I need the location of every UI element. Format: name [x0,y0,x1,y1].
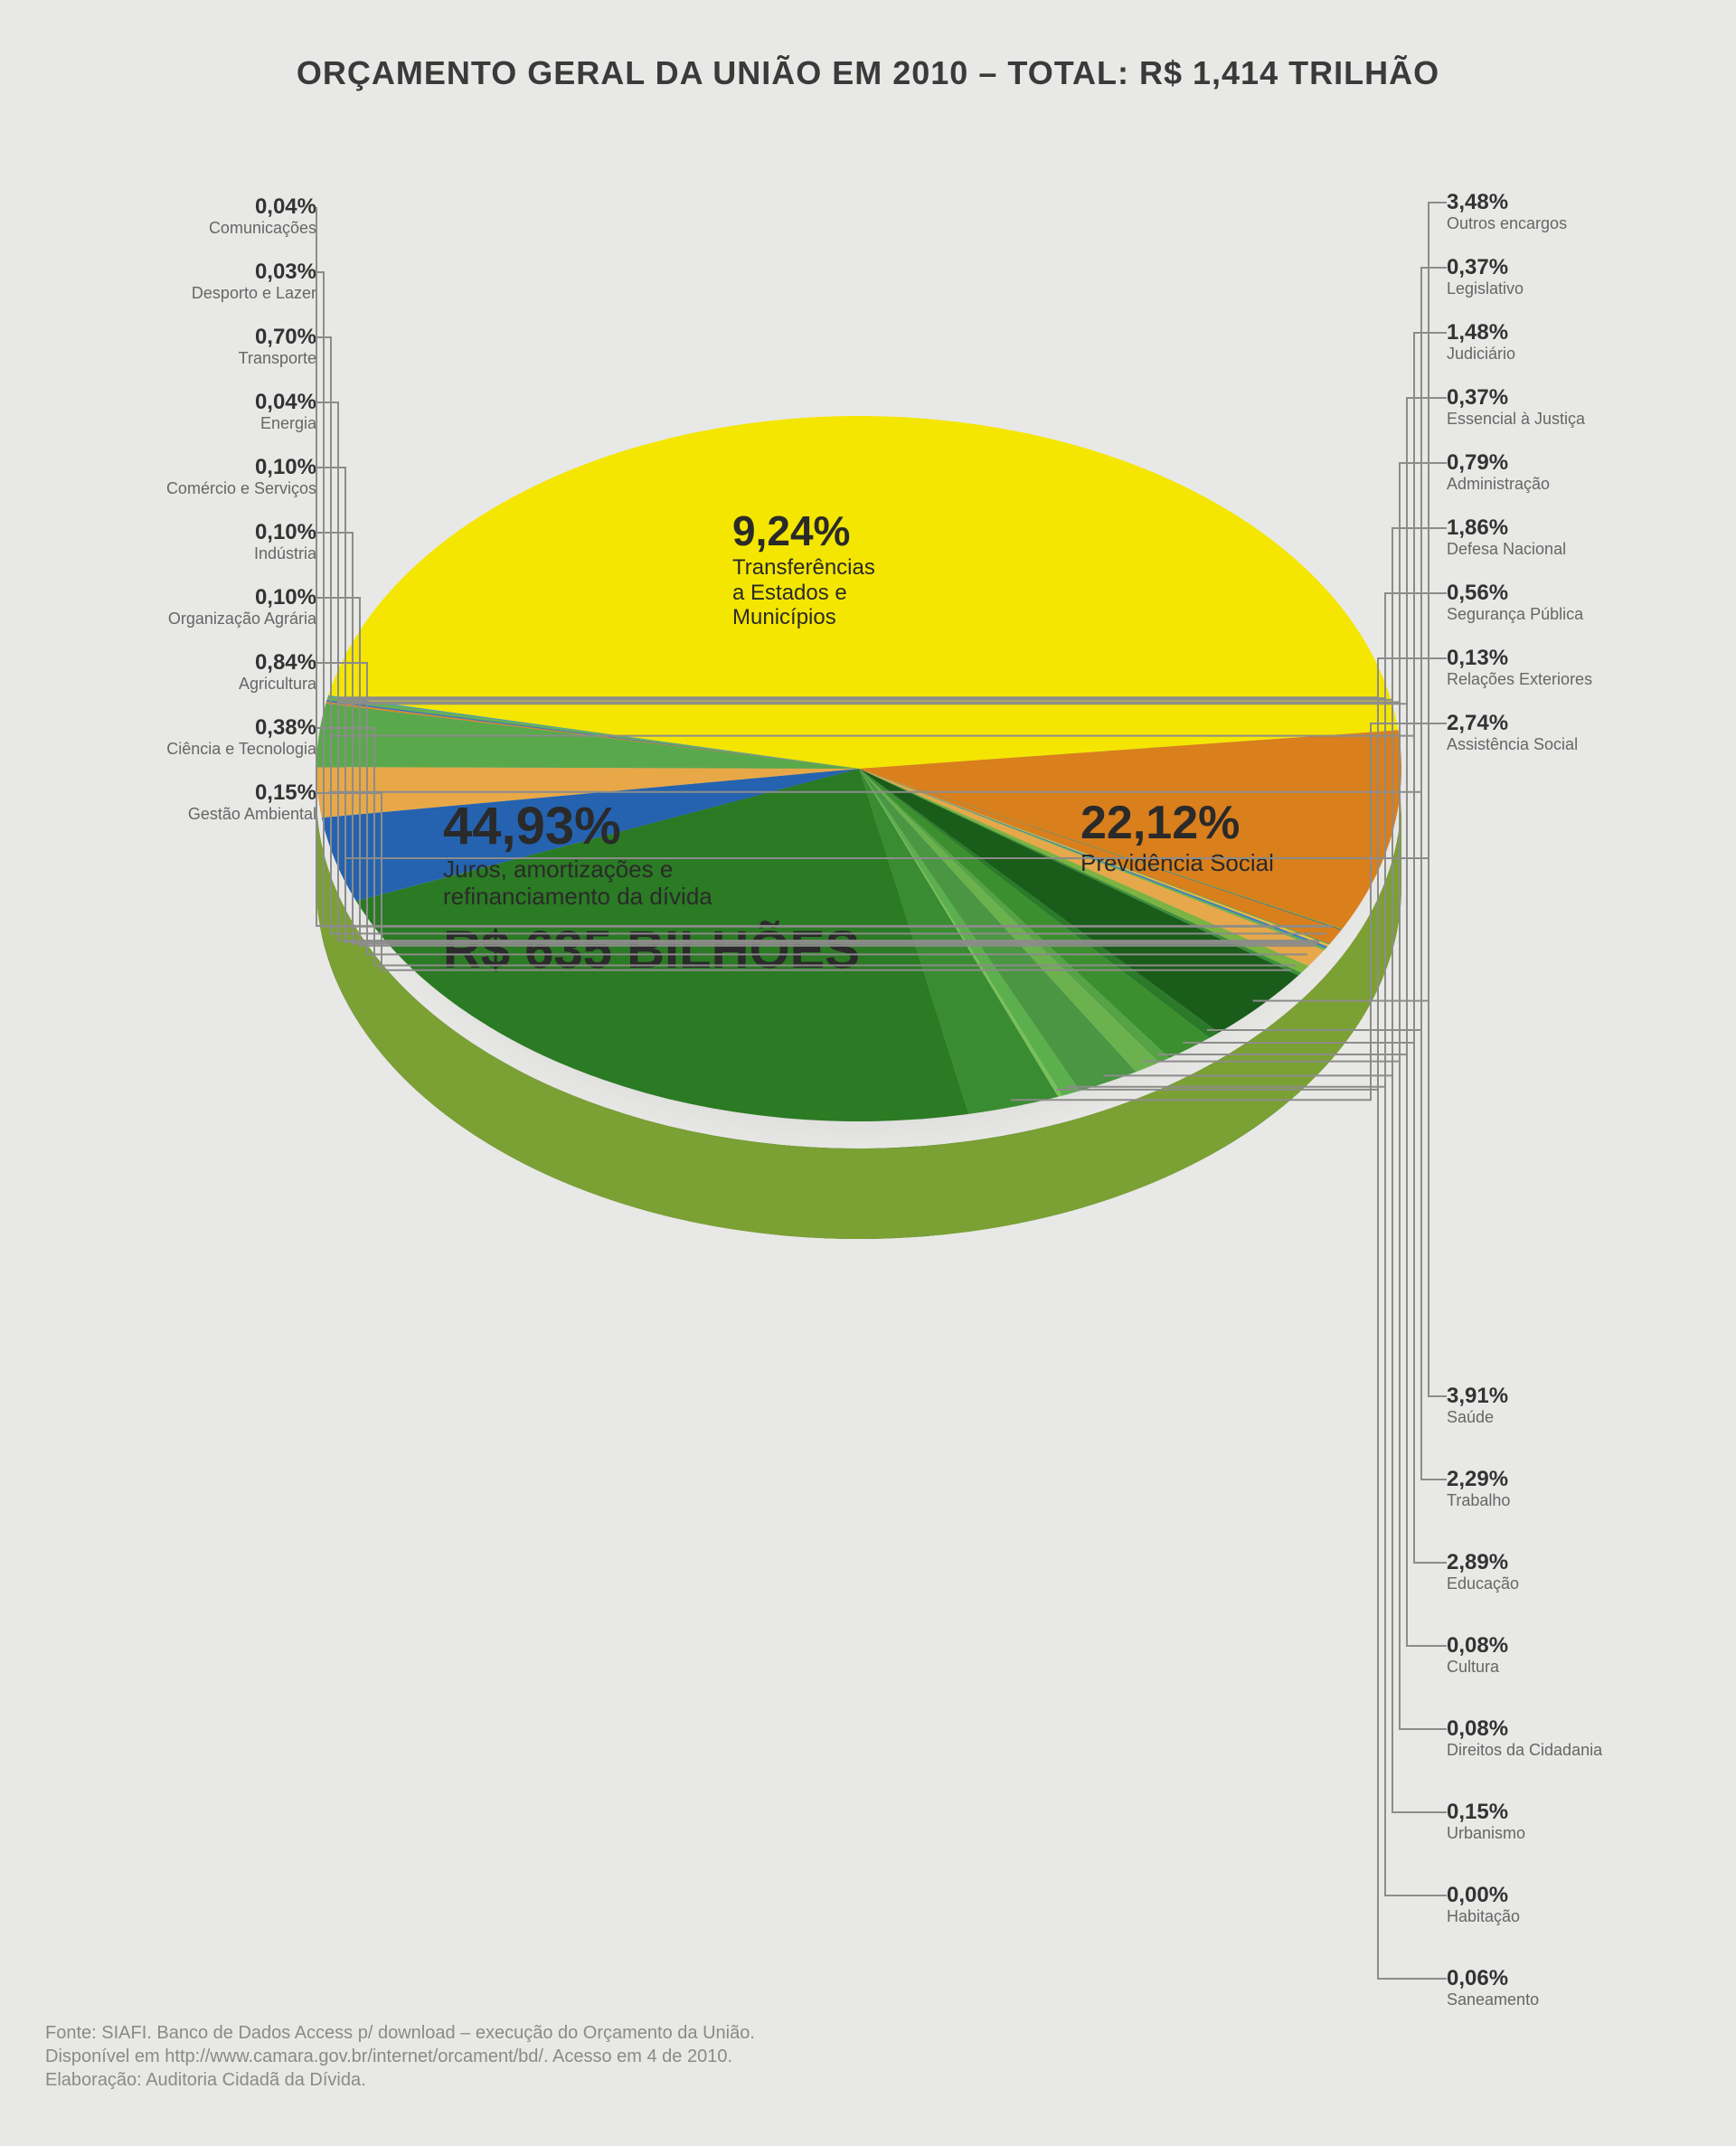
callout-label: 0,00%Habitação [1447,1883,1646,1926]
callout-pct: 0,13% [1447,646,1646,671]
slice-pct: 22,12% [1080,796,1274,850]
callout-label: 2,29%Trabalho [1447,1467,1646,1510]
callout-label: 2,74%Assistência Social [1447,711,1646,754]
callout-label: 0,70%Transporte [118,325,316,368]
callout-label: 0,03%Desporto e Lazer [118,260,316,303]
callout-pct: 0,79% [1447,450,1646,476]
callout-label: 2,89%Educação [1447,1550,1646,1593]
callout-name: Educação [1447,1575,1646,1593]
callout-pct: 0,15% [118,780,316,806]
callout-name: Energia [118,415,316,433]
source-footnote: Fonte: SIAFI. Banco de Dados Access p/ d… [45,2021,755,2092]
callout-label: 0,10%Indústria [118,520,316,563]
callout-label: 0,37%Legislativo [1447,255,1646,298]
slice-name: Transferênciasa Estados eMunicípios [732,555,875,630]
callout-label: 0,08%Direitos da Cidadania [1447,1716,1646,1760]
callout-name: Direitos da Cidadania [1447,1742,1646,1760]
callout-name: Outros encargos [1447,215,1646,233]
callout-pct: 0,37% [1447,385,1646,411]
callout-pct: 2,29% [1447,1467,1646,1492]
callout-name: Agricultura [118,676,316,694]
callout-name: Indústria [118,545,316,563]
callout-name: Relações Exteriores [1447,671,1646,689]
callout-pct: 0,15% [1447,1800,1646,1825]
callout-name: Assistência Social [1447,736,1646,754]
callout-pct: 0,56% [1447,581,1646,606]
callout-pct: 1,48% [1447,320,1646,345]
callout-pct: 0,10% [118,455,316,480]
callout-label: 0,38%Ciência e Tecnologia [118,715,316,759]
callout-name: Gestão Ambiental [118,806,316,824]
callout-pct: 0,08% [1447,1716,1646,1742]
callout-pct: 0,37% [1447,255,1646,280]
callout-name: Segurança Pública [1447,606,1646,624]
callout-pct: 0,70% [118,325,316,350]
slice-pct: 44,93% [443,796,860,856]
callout-pct: 0,03% [118,260,316,285]
callout-pct: 0,10% [118,585,316,610]
slice-pct: 9,24% [732,506,875,555]
callout-pct: 0,00% [1447,1883,1646,1908]
slice-label-previdencia: 22,12% Previdência Social [1080,796,1274,877]
callout-pct: 0,06% [1447,1966,1646,1991]
callout-pct: 0,04% [118,194,316,220]
callout-name: Ciência e Tecnologia [118,741,316,759]
slice-label-juros: 44,93% Juros, amortizações erefinanciame… [443,796,860,980]
callout-name: Comunicações [118,220,316,238]
callout-label: 0,06%Saneamento [1447,1966,1646,2009]
callout-label: 0,15%Urbanismo [1447,1800,1646,1843]
callout-pct: 2,89% [1447,1550,1646,1575]
callout-name: Urbanismo [1447,1825,1646,1843]
callout-pct: 0,38% [118,715,316,741]
callout-name: Desporto e Lazer [118,285,316,303]
callout-label: 0,10%Comércio e Serviços [118,455,316,498]
callout-label: 0,84%Agricultura [118,650,316,694]
callout-name: Trabalho [1447,1492,1646,1510]
callout-pct: 3,48% [1447,190,1646,215]
callout-label: 0,04%Energia [118,390,316,433]
slice-label-transferencias: 9,24% Transferênciasa Estados eMunicípio… [732,506,875,630]
slice-name: Juros, amortizações erefinanciamento da … [443,856,860,911]
callout-pct: 3,91% [1447,1384,1646,1409]
callout-name: Defesa Nacional [1447,541,1646,559]
callout-label: 0,10%Organização Agrária [118,585,316,629]
callout-label: 0,79%Administração [1447,450,1646,494]
callout-name: Essencial à Justiça [1447,411,1646,429]
callout-name: Transporte [118,350,316,368]
callout-label: 0,13%Relações Exteriores [1447,646,1646,689]
callout-pct: 0,04% [118,390,316,415]
callout-label: 1,48%Judiciário [1447,320,1646,364]
slice-amount: R$ 635 BILHÕES [443,920,860,980]
callout-name: Organização Agrária [118,610,316,629]
callout-name: Judiciário [1447,345,1646,364]
callout-label: 3,48%Outros encargos [1447,190,1646,233]
callout-pct: 0,84% [118,650,316,676]
callout-label: 0,04%Comunicações [118,194,316,238]
callout-name: Administração [1447,476,1646,494]
callout-pct: 2,74% [1447,711,1646,736]
callout-pct: 0,08% [1447,1633,1646,1659]
chart-title: ORÇAMENTO GERAL DA UNIÃO EM 2010 – TOTAL… [0,54,1736,92]
callout-label: 0,15%Gestão Ambiental [118,780,316,824]
callout-name: Saneamento [1447,1991,1646,2009]
callout-label: 1,86%Defesa Nacional [1447,515,1646,559]
callout-name: Legislativo [1447,280,1646,298]
callout-pct: 0,10% [118,520,316,545]
slice-name: Previdência Social [1080,850,1274,877]
callout-label: 3,91%Saúde [1447,1384,1646,1427]
callout-label: 0,37%Essencial à Justiça [1447,385,1646,429]
callout-name: Comércio e Serviços [118,480,316,498]
callout-label: 0,56%Segurança Pública [1447,581,1646,624]
callout-pct: 1,86% [1447,515,1646,541]
callout-name: Saúde [1447,1409,1646,1427]
callout-label: 0,08%Cultura [1447,1633,1646,1677]
callout-name: Habitação [1447,1908,1646,1926]
callout-name: Cultura [1447,1659,1646,1677]
